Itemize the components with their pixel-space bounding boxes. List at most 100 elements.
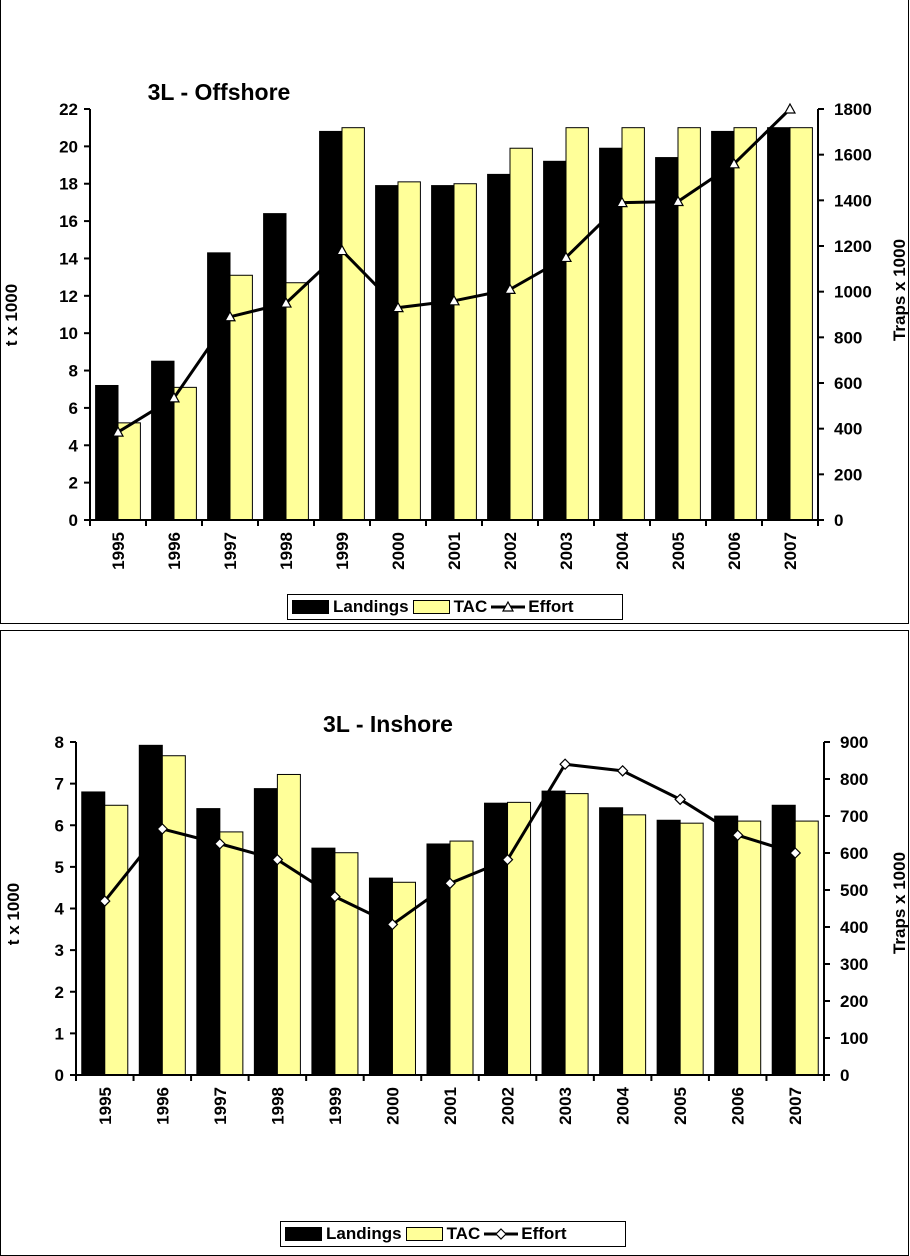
landings-bar [138, 744, 163, 1076]
x-tick-label: 1998 [277, 532, 296, 570]
tac-bar [161, 755, 186, 1076]
left-tick-label: 4 [55, 900, 65, 919]
tac-bar [737, 820, 762, 1076]
landings-bar [487, 173, 511, 521]
landings-bar [207, 252, 231, 521]
effort-point [674, 793, 687, 806]
landings-bar [711, 130, 735, 521]
tac-bar [679, 822, 704, 1076]
landings-bar [253, 788, 278, 1076]
effort-point [271, 853, 284, 866]
right-tick-label: 1400 [834, 191, 872, 210]
left-tick-label: 10 [59, 324, 78, 343]
tac-bar [509, 147, 533, 521]
landings-bar [263, 213, 287, 521]
right-tick-label: 800 [840, 770, 868, 789]
right-tick-label: 800 [834, 328, 862, 347]
effort-point [671, 195, 685, 207]
left-tick-label: 0 [55, 1066, 64, 1085]
x-tick-label: 1995 [109, 532, 128, 570]
left-tick-label: 4 [69, 436, 79, 455]
left-tick-label: 22 [59, 100, 78, 119]
tac-bar [789, 127, 813, 521]
tac-bar [565, 127, 589, 521]
right-axis-title: Traps x 1000 [890, 852, 909, 954]
effort-point [329, 890, 341, 903]
effort-point [731, 829, 744, 842]
effort-point [223, 310, 237, 322]
left-tick-label: 16 [59, 212, 78, 231]
effort-point [167, 391, 181, 403]
landings-bar [368, 877, 393, 1076]
landings-bar [714, 815, 739, 1076]
tac-bar [117, 422, 141, 521]
inshore-chart: 0 1 2 3 4 5 6 7 8 0 100 200 300 400 500 600 700 800 900 199… [4, 711, 909, 1125]
tac-bar [341, 127, 365, 521]
x-tick-label: 2006 [729, 1087, 748, 1125]
tac-bar [173, 386, 197, 521]
x-tick-label: 1996 [153, 1087, 172, 1125]
right-tick-label: 0 [834, 511, 843, 530]
legend-landings: Landings [285, 1224, 402, 1244]
landings-bar [541, 790, 566, 1076]
offshore-chart-panel: 0 2 4 6 8 10 12 14 16 18 20 22 0 200 400 600 800 1000 1200… [0, 0, 909, 624]
effort-point [279, 296, 293, 308]
tac-bar [104, 804, 129, 1076]
x-tick-label: 1997 [211, 1087, 230, 1125]
landings-bar [81, 791, 106, 1076]
x-tick-label: 1999 [326, 1087, 345, 1125]
effort-point [559, 251, 573, 263]
effort-point [98, 895, 111, 907]
tac-bar [453, 183, 477, 521]
legend-tac: TAC [405, 1224, 480, 1244]
tac-bar [564, 793, 589, 1076]
landings-bar [319, 130, 343, 521]
effort-point [615, 196, 629, 208]
landings-bar [599, 807, 624, 1076]
chart-title: 3L - Offshore [148, 79, 291, 105]
tac-bar [334, 852, 359, 1076]
effort-point [789, 847, 802, 859]
x-tick-label: 2005 [669, 532, 688, 570]
tac-bar [677, 127, 701, 521]
left-tick-label: 14 [59, 249, 78, 268]
right-tick-label: 200 [834, 465, 862, 484]
left-tick-label: 12 [59, 287, 78, 306]
right-tick-label: 600 [840, 844, 868, 863]
triangle-marker-icon [491, 600, 526, 612]
left-tick-label: 20 [59, 137, 78, 156]
x-tick-label: 1998 [268, 1087, 287, 1125]
inshore-legend: Landings TAC Effort [280, 1221, 626, 1247]
chart-title: 3L - Inshore [323, 711, 453, 737]
legend-landings: Landings [292, 597, 409, 617]
left-tick-label: 3 [55, 941, 64, 960]
right-tick-label: 1200 [834, 237, 872, 256]
offshore-chart: 0 2 4 6 8 10 12 14 16 18 20 22 0 200 400 600 800 1000 1200… [2, 79, 908, 570]
x-tick-label: 2006 [725, 532, 744, 570]
legend-tac: TAC [412, 597, 487, 617]
x-tick-label: 2007 [786, 1087, 805, 1125]
right-tick-label: 1800 [834, 100, 872, 119]
left-tick-label: 7 [55, 775, 64, 794]
right-tick-label: 400 [840, 918, 868, 937]
x-tick-label: 2000 [383, 1087, 402, 1125]
landings-bar [311, 847, 336, 1076]
landings-bar [151, 360, 175, 521]
x-tick-label: 2003 [557, 532, 576, 570]
tac-bar [621, 127, 645, 521]
right-tick-label: 200 [840, 992, 868, 1011]
left-tick-label: 2 [69, 474, 78, 493]
legend-effort: Effort [491, 597, 574, 617]
effort-point [559, 758, 571, 771]
effort-point [501, 853, 514, 866]
effort-point [447, 294, 461, 306]
tac-bar [276, 773, 301, 1076]
x-tick-label: 1997 [221, 532, 240, 570]
right-tick-label: 500 [840, 881, 868, 900]
effort-point [156, 823, 169, 835]
left-tick-label: 0 [69, 511, 78, 530]
effort-point [727, 157, 741, 169]
x-tick-label: 2005 [671, 1087, 690, 1125]
effort-point [335, 244, 349, 256]
x-tick-label: 2002 [499, 1087, 518, 1125]
